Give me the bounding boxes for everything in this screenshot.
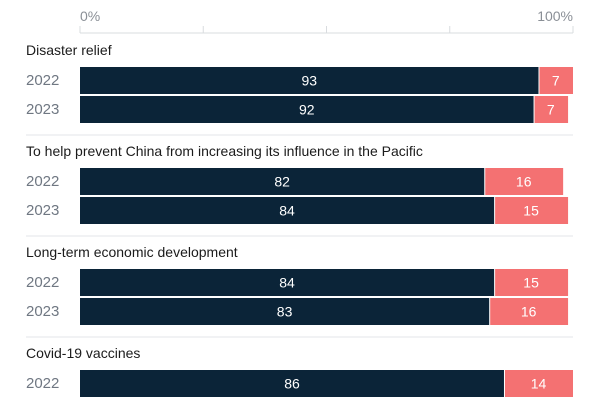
data-label-secondary: 16 (521, 304, 537, 320)
data-label-secondary: 15 (523, 275, 539, 291)
year-label: 2023 (26, 303, 59, 320)
year-label: 2023 (26, 202, 59, 219)
data-label-secondary: 7 (552, 73, 560, 89)
data-label-primary: 92 (299, 102, 315, 118)
year-label: 2022 (26, 173, 59, 190)
data-label-secondary: 7 (547, 102, 555, 118)
data-label-secondary: 16 (516, 174, 532, 190)
tick-label-0: 0% (80, 8, 100, 24)
tick-label-100: 100% (537, 8, 573, 24)
bar-segment-primary (80, 197, 495, 224)
bar-segment-secondary (539, 67, 573, 94)
bar-segment-secondary (495, 197, 569, 224)
bar-segment-primary (80, 67, 539, 94)
year-label: 2022 (26, 274, 59, 291)
group-title: Disaster relief (26, 42, 112, 58)
bar-segment-primary (80, 168, 485, 195)
data-label-primary: 84 (279, 203, 295, 219)
data-label-primary: 83 (277, 304, 293, 320)
bar-segment-secondary (495, 269, 569, 296)
data-label-primary: 84 (279, 275, 295, 291)
data-label-primary: 82 (274, 174, 290, 190)
group-title: To help prevent China from increasing it… (26, 143, 423, 159)
bar-segment-secondary (534, 96, 569, 123)
data-label-secondary: 14 (531, 376, 547, 392)
bar-segment-secondary (504, 370, 573, 397)
group-title: Covid-19 vaccines (26, 345, 140, 361)
bar-segment-primary (80, 269, 495, 296)
bar-segment-secondary (490, 298, 569, 325)
data-label-primary: 93 (301, 73, 317, 89)
year-label: 2022 (26, 72, 59, 89)
bar-segment-primary (80, 370, 504, 397)
year-label: 2023 (26, 101, 59, 118)
group-title: Long-term economic development (26, 244, 238, 260)
year-label: 2022 (26, 375, 59, 392)
data-label-secondary: 15 (523, 203, 539, 219)
bar-segment-primary (80, 96, 534, 123)
data-label-primary: 86 (284, 376, 300, 392)
bar-segment-secondary (485, 168, 564, 195)
bar-segment-primary (80, 298, 490, 325)
